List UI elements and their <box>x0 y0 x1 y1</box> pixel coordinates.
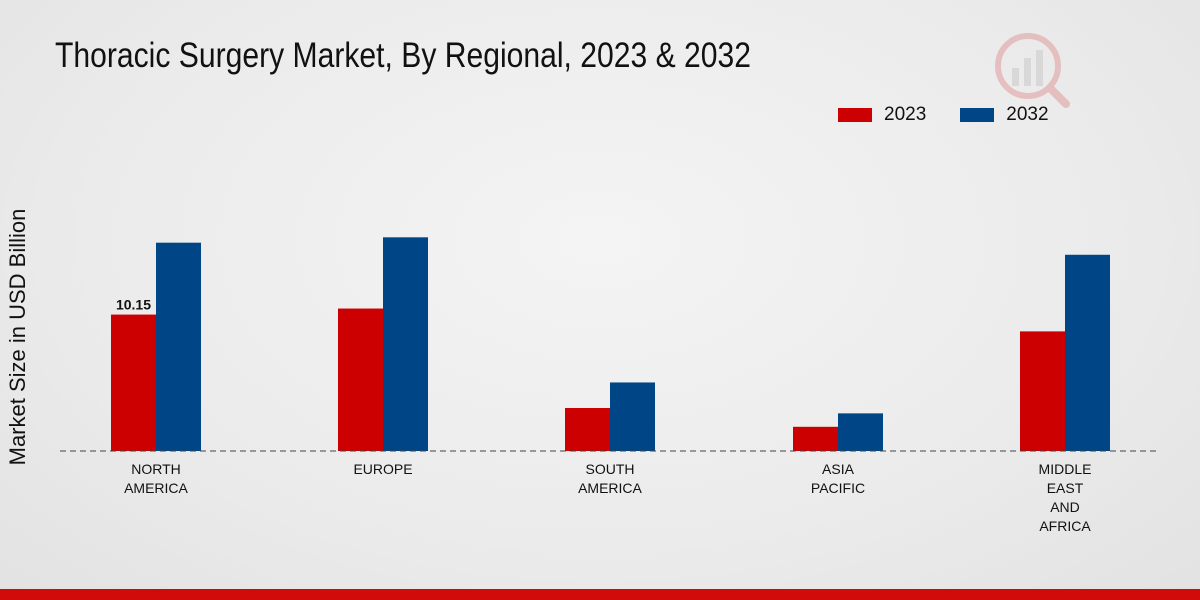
legend-item-2023: 2023 <box>838 104 926 126</box>
bar-2032-europe <box>383 237 428 451</box>
x-tick-label: NORTH <box>131 461 181 477</box>
legend-swatch-2032 <box>960 108 995 122</box>
x-tick-label: SOUTH <box>586 461 635 477</box>
bar-2032-south-america <box>610 382 655 451</box>
x-tick-label: ASIA <box>822 461 855 477</box>
legend-label-2032: 2032 <box>1006 104 1049 125</box>
x-tick-label: EAST <box>1047 480 1084 496</box>
x-tick-label: AMERICA <box>124 480 188 496</box>
bar-2032-middle-east-and-africa <box>1065 254 1110 451</box>
x-tick-label: AFRICA <box>1039 518 1091 534</box>
legend: 2023 2032 <box>838 104 1083 126</box>
bar-2023-north-america <box>111 314 156 451</box>
legend-item-2032: 2032 <box>960 104 1049 126</box>
legend-label-2023: 2023 <box>884 104 927 125</box>
watermark-logo-icon <box>995 33 1070 108</box>
x-tick-label: AMERICA <box>578 480 642 496</box>
x-tick-label: PACIFIC <box>811 480 865 496</box>
bottom-accent-bar <box>0 589 1200 600</box>
x-tick-label: AND <box>1050 499 1080 515</box>
bar-2032-asia-pacific <box>838 413 883 451</box>
bar-2023-europe <box>338 308 383 451</box>
x-tick-label: EUROPE <box>353 461 412 477</box>
chart-title: Thoracic Surgery Market, By Regional, 20… <box>55 36 752 75</box>
legend-swatch-2023 <box>838 108 872 122</box>
x-tick-label: MIDDLE <box>1039 461 1092 477</box>
bar-2023-south-america <box>565 407 610 451</box>
bar-2023-middle-east-and-africa <box>1020 331 1065 451</box>
data-label: 10.15 <box>116 297 151 313</box>
bar-2023-asia-pacific <box>793 426 838 451</box>
bar-2032-north-america <box>156 242 201 451</box>
